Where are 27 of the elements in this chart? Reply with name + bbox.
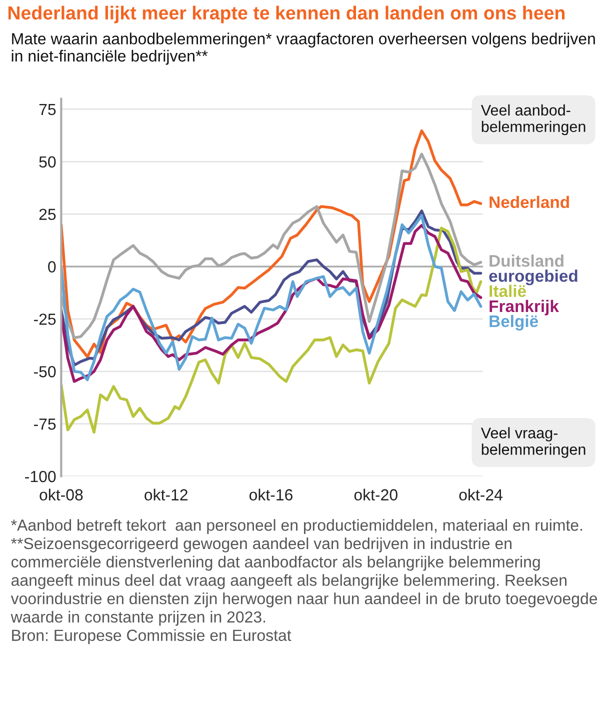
y-tick-label: -75 (34, 418, 56, 430)
text: **Seizoensgecorrigeerd gewogen aandeel van bedrijven in industrie en commerciële dienstverlening dat aanbodfactor als belangrijke belemmering aangeeft minus deel dat vraag aangeeft als belangrijke belemmering. Reeksen voorindustrie en diensten zijn herwogen naar hun aandeel in de bruto toegevoegde waarde in constante prijzen in 2023. (10, 537, 598, 626)
y-tick-label: 0 (48, 261, 56, 272)
series-label: België (490, 314, 538, 331)
annotation: Veel vraag- belemmeringen (480, 427, 586, 458)
chart-title: Nederland lijkt meer krapte te kennen dan landen om ons heen (8, 6, 565, 24)
y-tick-label: -50 (34, 366, 56, 378)
y-tick-label: -100 (25, 470, 56, 482)
x-tick-label: okt-24 (459, 488, 503, 500)
x-tick-label: okt-20 (354, 488, 398, 500)
series-label: Nederland (490, 196, 569, 208)
chart-subtitle: Mate waarin aanbodbelemmeringen* vraagfactoren overheersen volgens bedrijven in niet-financiële bedrijven** (12, 32, 595, 65)
series-label: eurogebied (489, 270, 578, 286)
line-series (61, 226, 482, 434)
y-tick-label: 50 (39, 156, 56, 168)
x-tick-label: okt-16 (249, 488, 292, 500)
annotation: Veel aanbod- belemmeringen (480, 104, 586, 136)
y-tick-label: -25 (34, 314, 56, 325)
text: Bron: Europese Commissie en Eurostat (12, 629, 292, 644)
x-tick-label: okt-12 (144, 488, 188, 500)
y-tick-label: 75 (39, 104, 56, 116)
x-tick-label: okt-08 (40, 488, 83, 500)
series-label: Italië (490, 284, 526, 298)
series-label: Frankrijk (490, 300, 559, 316)
text: *Aanbod betreft tekort aan personeel en productiemiddelen, materiaal en ruimte. (11, 519, 582, 534)
y-tick-label: 25 (39, 208, 56, 220)
series-label: Duitsland (490, 254, 564, 267)
